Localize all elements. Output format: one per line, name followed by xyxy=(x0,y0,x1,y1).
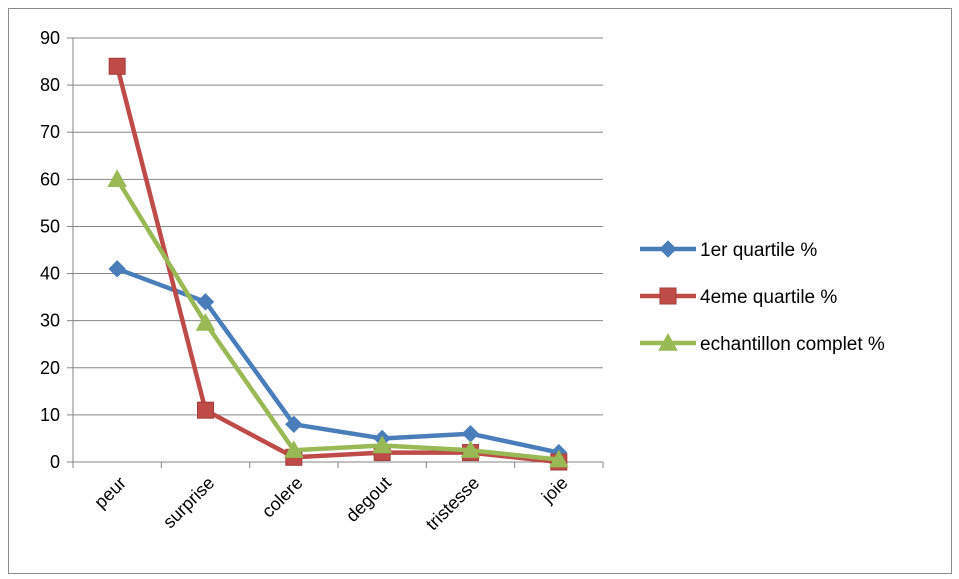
data-point-2-joie xyxy=(548,449,569,468)
y-tick-label-60: 60 xyxy=(40,169,60,189)
chart-area xyxy=(8,8,952,574)
series-2 xyxy=(107,169,569,468)
legend-label-1: 4eme quartile % xyxy=(700,287,837,308)
x-tick-label-peur: peur xyxy=(90,473,130,513)
x-tick-label-tristesse: tristesse xyxy=(422,473,484,535)
data-point-2-surprise xyxy=(195,312,216,331)
data-point-1-surprise xyxy=(197,401,214,419)
data-point-2-degout xyxy=(372,435,393,454)
legend-marker-2 xyxy=(658,332,678,351)
legend-marker-0 xyxy=(659,240,677,258)
legend-entry-2: echantillon complet % xyxy=(640,332,885,355)
y-tick-label-90: 90 xyxy=(40,28,60,48)
y-tick-label-50: 50 xyxy=(40,216,60,236)
y-tick-label-20: 20 xyxy=(40,358,60,378)
y-tick-label-40: 40 xyxy=(40,264,60,284)
series-line-1 xyxy=(114,64,562,465)
y-tick-label-80: 80 xyxy=(40,75,60,95)
x-tick-label-joie: joie xyxy=(537,473,572,508)
legend-label-2: echantillon complet % xyxy=(700,334,885,355)
legend-entry-0: 1er quartile % xyxy=(640,240,817,261)
axes xyxy=(67,37,604,468)
x-tick-label-colere: colere xyxy=(258,473,307,522)
data-point-0-tristesse xyxy=(461,425,480,443)
data-point-2-colere xyxy=(283,440,304,458)
y-tick-labels: 0 10 20 30 40 50 60 70 80 90 xyxy=(40,28,60,472)
x-tick-label-degout: degout xyxy=(342,473,395,526)
x-tick-labels: peur surprise colere degout tristesse joie xyxy=(90,473,571,535)
data-point-2-peur xyxy=(107,169,128,188)
y-tick-label-30: 30 xyxy=(40,311,60,331)
legend-entry-1: 4eme quartile % xyxy=(640,287,837,308)
y-tick-label-70: 70 xyxy=(40,122,60,142)
y-tick-label-10: 10 xyxy=(40,405,60,425)
gridlines xyxy=(73,37,603,416)
data-point-1-peur xyxy=(108,57,126,75)
x-tick-label-surprise: surprise xyxy=(159,473,218,532)
legend-marker-1 xyxy=(659,287,677,305)
series-0 xyxy=(108,260,568,462)
data-point-2-tristesse xyxy=(460,440,481,458)
legend: 1er quartile % 4eme quartile % echantillon… xyxy=(640,240,885,355)
series-line-2 xyxy=(114,177,562,462)
series xyxy=(107,57,569,471)
y-tick-label-0: 0 xyxy=(50,452,60,472)
series-1 xyxy=(108,57,568,471)
data-point-0-peur xyxy=(108,260,126,278)
legend-label-0: 1er quartile % xyxy=(700,240,817,261)
data-point-0-surprise xyxy=(196,293,215,311)
data-point-0-colere xyxy=(285,415,303,434)
series-line-0 xyxy=(114,266,562,455)
